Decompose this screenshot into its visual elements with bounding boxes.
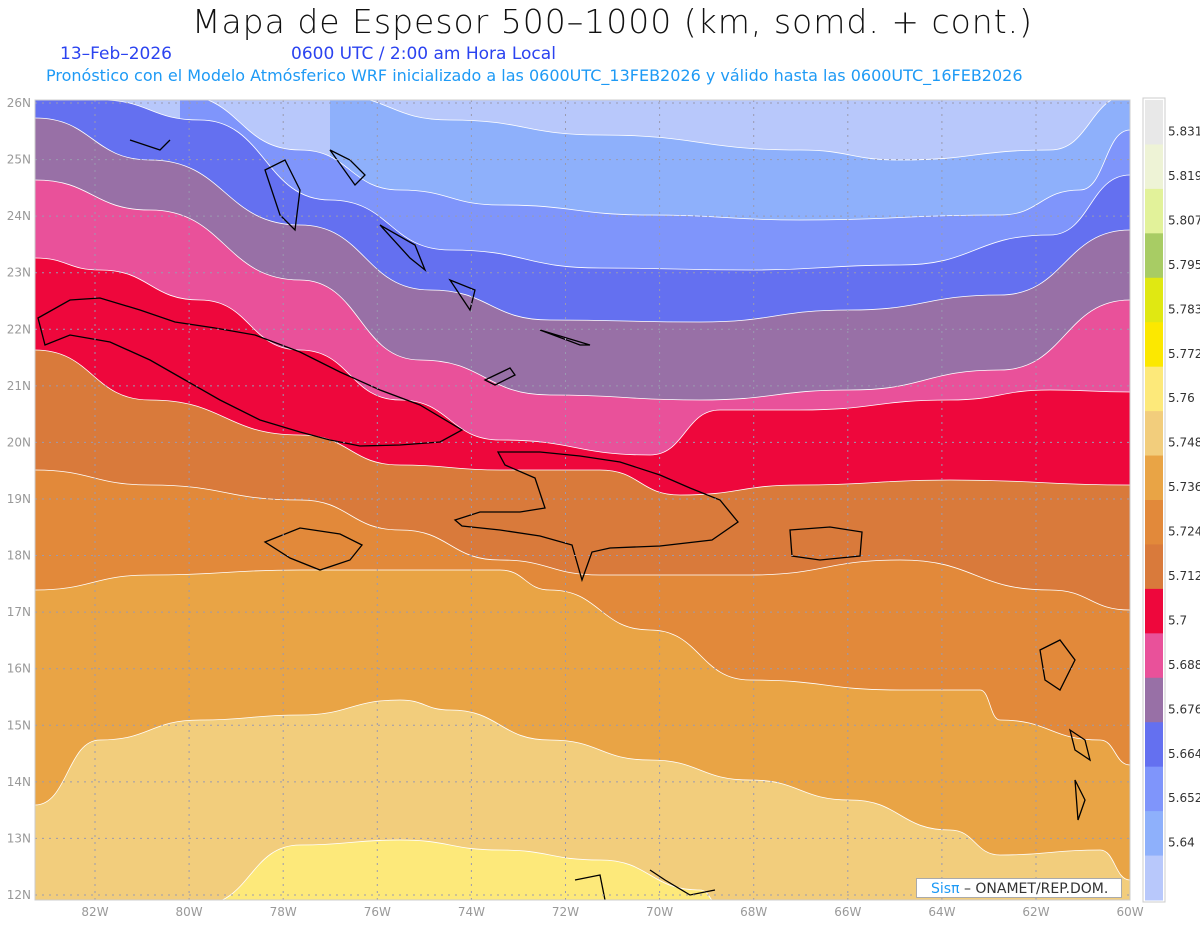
lat-tick-label: 25N	[7, 153, 31, 167]
colorbar-swatch	[1145, 411, 1163, 457]
colorbar-label: 5.7	[1168, 613, 1187, 627]
colorbar-swatch	[1145, 366, 1163, 412]
colorbar-swatch	[1145, 188, 1163, 234]
jamaica-coastline	[263, 527, 364, 571]
colorbar-label: 5.688	[1168, 658, 1200, 672]
thickness-contour	[35, 179, 1130, 401]
colorbar-label: 5.736	[1168, 480, 1200, 494]
colorbar-swatch	[1145, 500, 1163, 545]
lat-tick-label: 22N	[7, 322, 31, 336]
colorbar-swatch	[1145, 144, 1163, 190]
colorbar-label: 5.795	[1168, 258, 1200, 272]
lat-tick-label: 13N	[7, 831, 31, 845]
colorbar-swatch	[1145, 100, 1163, 145]
colorbar-label: 5.748	[1168, 436, 1200, 450]
colorbar-swatch	[1145, 277, 1163, 323]
colorbar-swatch	[1145, 855, 1163, 901]
colorbar: 5.831 5.819 5.807 5.795 5.783 5.772 5.76 5.748 5…	[1142, 97, 1200, 903]
colorbar-label: 5.676	[1168, 702, 1200, 716]
colorbar-label: 5.831	[1168, 125, 1200, 139]
colorbar-swatch	[1145, 722, 1163, 768]
colorbar-label: 5.772	[1168, 347, 1200, 361]
thickness-contour	[35, 569, 1130, 766]
colorbar-swatch	[1145, 677, 1163, 723]
credit-text: – ONAMET/REP.DOM.	[959, 881, 1109, 897]
lon-tick-label: 62W	[1022, 905, 1049, 919]
lesser-antilles-coastline	[574, 639, 1092, 900]
colorbar-label: 5.652	[1168, 791, 1200, 805]
thickness-contour	[35, 469, 1130, 611]
lon-tick-label: 78W	[270, 905, 297, 919]
hispaniola-coastline	[453, 451, 739, 583]
thickness-shading	[35, 100, 1130, 900]
lat-tick-label: 12N	[7, 888, 31, 902]
lon-tick-label: 64W	[928, 905, 955, 919]
lon-tick-label: 70W	[646, 905, 673, 919]
thickness-contour	[86, 100, 1130, 271]
colorbar-swatch	[1145, 633, 1163, 679]
sispi-logo: Sisπ	[931, 881, 960, 897]
colorbar-label: 5.712	[1168, 569, 1200, 583]
model-subtitle: Pronóstico con el Modelo Atmósferico WRF…	[46, 66, 1023, 85]
lon-tick-label: 68W	[740, 905, 767, 919]
cuba-coastline	[37, 297, 464, 447]
map-title: Mapa de Espesor 500–1000 (km, somd. + co…	[191, 2, 1034, 41]
lat-tick-label: 17N	[7, 605, 31, 619]
lat-tick-label: 15N	[7, 718, 31, 732]
colorbar-label: 5.819	[1168, 169, 1200, 183]
colorbar-swatch	[1145, 766, 1163, 812]
thickness-contour	[35, 349, 1130, 496]
colorbar-swatch	[1145, 455, 1163, 501]
thickness-contour	[367, 100, 1113, 161]
forecast-time: 0600 UTC / 2:00 am Hora Local	[291, 44, 556, 64]
lon-tick-label: 76W	[364, 905, 391, 919]
lat-tick-label: 20N	[7, 435, 31, 449]
lat-tick-label: 18N	[7, 549, 31, 563]
colorbar-label: 5.76	[1168, 391, 1195, 405]
thickness-band	[222, 840, 712, 900]
colorbar-swatch	[1145, 544, 1163, 590]
lon-tick-label: 80W	[176, 905, 203, 919]
colorbar-label: 5.807	[1168, 213, 1200, 227]
colorbar-swatch	[1145, 811, 1163, 857]
axis-ticks: 82W 80W 78W 76W 74W 72W 70W 68W 66W 64W 62W 60W 26N 2…	[7, 96, 1144, 919]
thickness-contour	[35, 257, 1130, 456]
map-frame	[34, 99, 1131, 901]
credit-box: Sisπ – ONAMET/REP.DOM.	[916, 878, 1122, 898]
bahamas-coastline	[129, 139, 591, 386]
thickness-contour	[35, 699, 1130, 881]
lat-tick-label: 21N	[7, 379, 31, 393]
colorbar-label: 5.783	[1168, 302, 1200, 316]
coastlines	[37, 139, 1092, 900]
colorbar-label: 5.664	[1168, 747, 1200, 761]
thickness-contour	[206, 100, 1130, 221]
lon-tick-label: 66W	[834, 905, 861, 919]
lat-tick-label: 23N	[7, 266, 31, 280]
colorbar-swatch	[1145, 233, 1163, 279]
lat-tick-label: 16N	[7, 662, 31, 676]
forecast-date: 13–Feb–2026	[60, 44, 172, 64]
lat-tick-label: 26N	[7, 96, 31, 110]
thickness-contour	[35, 117, 1130, 323]
colorbar-label: 5.724	[1168, 525, 1200, 539]
colorbar-swatch	[1145, 322, 1163, 368]
colorbar-swatch	[1145, 588, 1163, 634]
lon-tick-label: 74W	[458, 905, 485, 919]
colorbar-label: 5.64	[1168, 836, 1195, 850]
lat-tick-label: 24N	[7, 209, 31, 223]
lon-tick-label: 72W	[552, 905, 579, 919]
lon-tick-label: 60W	[1117, 905, 1144, 919]
lat-tick-label: 19N	[7, 492, 31, 506]
lat-tick-label: 14N	[7, 775, 31, 789]
lat-lon-grid	[35, 100, 1130, 900]
lon-tick-label: 82W	[81, 905, 108, 919]
